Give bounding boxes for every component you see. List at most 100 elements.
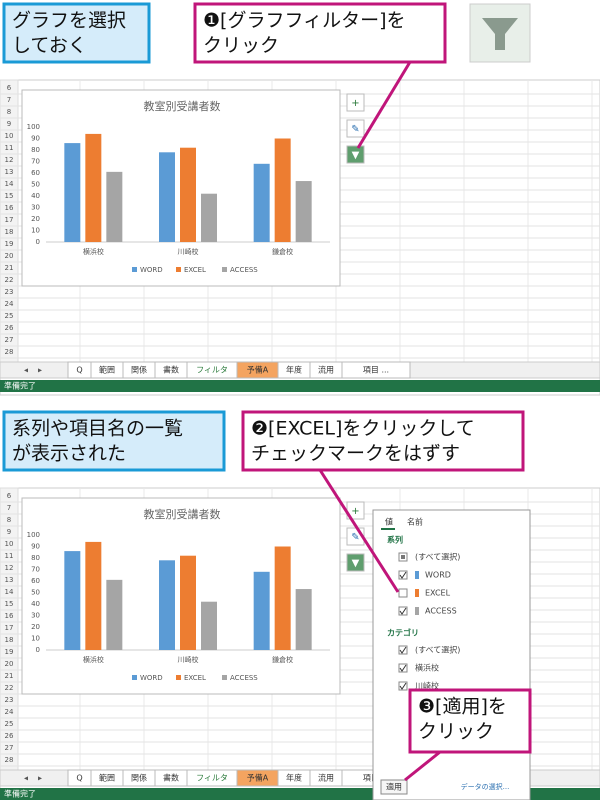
- check-mark: [399, 682, 407, 690]
- tab-nav: ▸: [38, 774, 42, 783]
- sheet-tab-label: 項目 ...: [363, 366, 389, 375]
- y-tick-label: 50: [31, 589, 40, 597]
- row-number: 17: [5, 216, 14, 224]
- row-number: 11: [5, 552, 14, 560]
- chart-button-icon: ▼: [352, 150, 360, 161]
- pane-item[interactable]: (すべて選択): [415, 645, 460, 655]
- callout-box: [193, 2, 447, 64]
- bar: [180, 555, 196, 650]
- y-tick-label: 0: [36, 646, 40, 654]
- checkbox[interactable]: [398, 681, 408, 691]
- legend-swatch: [132, 267, 137, 272]
- pane-tab[interactable]: 名前: [407, 517, 423, 527]
- row-number: 23: [5, 288, 14, 296]
- row-number: 12: [5, 156, 14, 164]
- checkbox[interactable]: [398, 663, 408, 673]
- checkbox[interactable]: [398, 570, 408, 580]
- row-number: 8: [7, 108, 11, 116]
- callout-text: クリック: [418, 721, 494, 743]
- pane-heading: 系列: [387, 535, 403, 545]
- checkbox[interactable]: [398, 588, 408, 598]
- series-swatch: [415, 571, 419, 579]
- sheet-tab-label: 流用: [318, 773, 334, 783]
- bar: [274, 546, 291, 650]
- checkbox[interactable]: [398, 645, 408, 655]
- row-number: 18: [5, 228, 14, 236]
- callout-text: ❶[グラフフィルター]を: [203, 10, 405, 32]
- row-number: 26: [5, 732, 14, 740]
- row-number: 27: [5, 336, 14, 344]
- legend-label: ACCESS: [230, 674, 258, 682]
- chart-button-icon: +: [351, 506, 359, 517]
- pane-item[interactable]: EXCEL: [425, 589, 451, 598]
- row-number: 21: [5, 264, 14, 272]
- chart-button-icon: ✎: [351, 124, 359, 135]
- row-number: 16: [5, 612, 14, 620]
- bar: [64, 551, 81, 650]
- select-data-link[interactable]: データの選択...: [461, 782, 510, 791]
- chart-button-icon: ✎: [351, 532, 359, 543]
- sheet-tab-label: 書数: [163, 365, 179, 375]
- status-text: 準備完了: [4, 381, 36, 391]
- chart-button[interactable]: [346, 119, 365, 138]
- row-number: 15: [5, 600, 14, 608]
- callout-box: [2, 2, 151, 64]
- sheet-tab-label: Q: [76, 774, 82, 783]
- row-number: 7: [7, 96, 11, 104]
- row-number: 20: [5, 252, 14, 260]
- y-tick-label: 70: [31, 566, 40, 574]
- row-number: 6: [7, 492, 12, 500]
- y-tick-label: 100: [27, 123, 40, 131]
- chart-button[interactable]: [346, 93, 365, 112]
- apply-button[interactable]: [380, 779, 408, 795]
- y-tick-label: 70: [31, 158, 40, 166]
- row-number: 19: [5, 648, 14, 656]
- sheet-tab-label: 範囲: [99, 365, 115, 375]
- row-number: 23: [5, 696, 14, 704]
- pane-item[interactable]: 横浜校: [415, 663, 439, 673]
- pane-item[interactable]: ACCESS: [425, 607, 457, 616]
- chart-button[interactable]: [346, 553, 365, 572]
- callout-text: グラフを選択: [12, 10, 126, 32]
- check-mark: [399, 607, 407, 615]
- y-tick-label: 90: [31, 543, 40, 551]
- x-tick-label: 鎌倉校: [272, 247, 293, 256]
- check-mark: [399, 571, 407, 579]
- row-number: 15: [5, 192, 14, 200]
- row-number: 20: [5, 660, 14, 668]
- indeterminate: [401, 555, 405, 559]
- y-tick-label: 0: [36, 238, 40, 246]
- pane-tab[interactable]: 値: [385, 517, 393, 527]
- row-number: 28: [5, 348, 14, 356]
- checkbox[interactable]: [398, 606, 408, 616]
- row-number: 10: [5, 540, 14, 548]
- sheet-tab-label: 書数: [163, 773, 179, 783]
- row-number: 14: [5, 588, 14, 596]
- row-number: 9: [7, 528, 11, 536]
- callout-box: [241, 410, 525, 472]
- legend-label: ACCESS: [230, 266, 258, 274]
- y-tick-label: 80: [31, 146, 40, 154]
- pane-item[interactable]: WORD: [425, 571, 451, 580]
- bar: [253, 571, 270, 650]
- row-number: 22: [5, 684, 14, 692]
- y-tick-label: 40: [31, 600, 40, 608]
- bar: [295, 181, 312, 242]
- row-number: 21: [5, 672, 14, 680]
- pane-item[interactable]: 川崎校: [415, 681, 439, 691]
- row-number: 16: [5, 204, 14, 212]
- legend-swatch: [176, 267, 181, 272]
- legend-swatch: [222, 267, 227, 272]
- row-number: 24: [5, 300, 14, 308]
- legend-swatch: [176, 675, 181, 680]
- row-number: 8: [7, 516, 11, 524]
- status-text: 準備完了: [4, 789, 36, 799]
- sheet-tab[interactable]: [341, 361, 411, 379]
- bar: [253, 163, 270, 242]
- check-mark: [399, 646, 407, 654]
- pane-item[interactable]: (すべて選択): [415, 552, 460, 562]
- chart-button[interactable]: [346, 145, 365, 164]
- chart-button-icon: ▼: [352, 558, 360, 569]
- y-tick-label: 50: [31, 181, 40, 189]
- check-mark: [399, 664, 407, 672]
